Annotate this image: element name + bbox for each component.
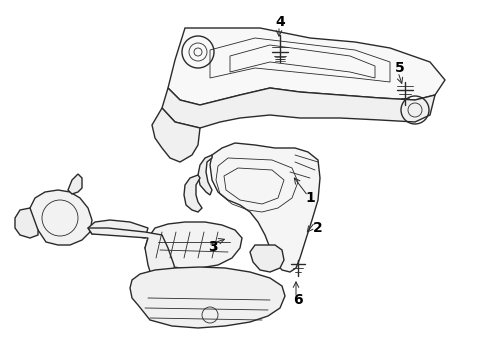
Polygon shape [152,108,200,162]
Text: 4: 4 [275,15,285,29]
Polygon shape [162,88,435,128]
Polygon shape [210,143,320,272]
Polygon shape [145,222,242,268]
Polygon shape [184,175,202,212]
Polygon shape [88,220,148,238]
Text: 5: 5 [395,61,405,75]
Text: 2: 2 [313,221,323,235]
Text: 6: 6 [293,293,303,307]
Text: 1: 1 [305,191,315,205]
Polygon shape [15,208,38,238]
Polygon shape [30,190,92,245]
Polygon shape [68,174,82,194]
Polygon shape [198,155,212,195]
Polygon shape [168,28,445,105]
Polygon shape [88,228,176,288]
Polygon shape [250,245,284,272]
Polygon shape [130,267,285,328]
Text: 3: 3 [208,240,218,254]
